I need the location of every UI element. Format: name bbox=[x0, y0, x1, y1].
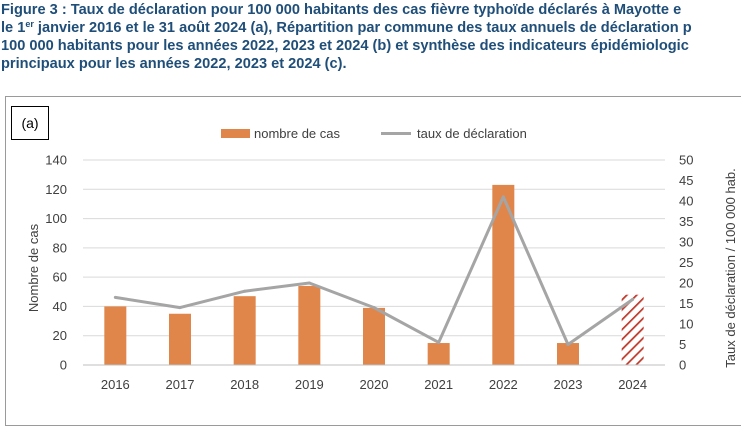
combo-chart: 0 20 40 60 80 100 120 140 0 5 10 15 20 25 30 35 40 45 50 20… bbox=[26, 153, 738, 393]
x-tick-label: 2024 bbox=[618, 377, 647, 392]
bar-2024-provisional bbox=[621, 294, 644, 365]
y2-tick-label: 10 bbox=[679, 317, 693, 332]
x-tick-label: 2019 bbox=[295, 377, 324, 392]
rate-point-2017 bbox=[178, 306, 182, 310]
x-tick-label: 2021 bbox=[424, 377, 453, 392]
bar-2021 bbox=[427, 343, 450, 365]
rate-point-2019 bbox=[307, 281, 311, 285]
caption-line-2-sup: er bbox=[25, 19, 34, 29]
y2-tick-label: 50 bbox=[679, 153, 693, 168]
y2-tick-label: 20 bbox=[679, 276, 693, 291]
y-tick-label: 20 bbox=[53, 328, 67, 343]
x-tick-label: 2017 bbox=[166, 377, 195, 392]
legend-line-label: taux de déclaration bbox=[417, 126, 527, 141]
y2-tick-label: 5 bbox=[679, 337, 686, 352]
y-tick-label: 80 bbox=[53, 240, 67, 255]
bars bbox=[104, 184, 644, 365]
rate-point-2016 bbox=[113, 295, 117, 299]
bar-2017 bbox=[169, 313, 191, 365]
caption-line-1: Figure 3 : Taux de déclaration pour 100 … bbox=[1, 2, 682, 18]
y-tick-label: 140 bbox=[45, 153, 67, 168]
caption-line-2-rest: janvier 2016 et le 31 août 2024 (a), Rép… bbox=[33, 20, 692, 36]
y2-tick-label: 15 bbox=[679, 296, 693, 311]
bar-2023 bbox=[557, 343, 579, 365]
x-tick-label: 2016 bbox=[101, 377, 130, 392]
legend-line-swatch bbox=[381, 132, 411, 135]
legend-bar-label: nombre de cas bbox=[254, 126, 340, 141]
figure-caption: Figure 3 : Taux de déclaration pour 100 … bbox=[0, 0, 741, 96]
panel-label: (a) bbox=[11, 106, 49, 140]
x-tick-label: 2020 bbox=[360, 377, 389, 392]
y2-tick-label: 25 bbox=[679, 255, 693, 270]
caption-line-4: principaux pour les années 2022, 2023 et… bbox=[1, 56, 347, 72]
y2-tick-label: 30 bbox=[679, 235, 693, 250]
x-tick-label: 2018 bbox=[230, 377, 259, 392]
y-tick-label: 60 bbox=[53, 270, 67, 285]
rate-point-2022 bbox=[501, 195, 505, 199]
y2-tick-label: 45 bbox=[679, 173, 693, 188]
caption-line-2: le 1er janvier 2016 et le 31 août 2024 (… bbox=[1, 19, 692, 37]
axes: 0 20 40 60 80 100 120 140 0 5 10 15 20 25 30 35 40 45 50 20… bbox=[45, 153, 693, 393]
rate-line-layer bbox=[113, 195, 635, 346]
bar-2020 bbox=[363, 307, 385, 365]
y2-axis-label: Taux de déclaration / 100 000 hab. bbox=[723, 168, 738, 367]
y2-tick-label: 35 bbox=[679, 214, 693, 229]
x-tick-label: 2023 bbox=[554, 377, 583, 392]
rate-point-2023 bbox=[566, 343, 570, 346]
bar-2022 bbox=[492, 184, 515, 365]
bar-2016 bbox=[104, 306, 127, 365]
rate-point-2020 bbox=[372, 306, 376, 310]
y-axis-label: Nombre de cas bbox=[26, 223, 41, 312]
rate-point-2024 bbox=[631, 297, 635, 301]
y-tick-label: 100 bbox=[45, 211, 67, 226]
legend-bar-swatch bbox=[221, 129, 250, 138]
bar-2018 bbox=[233, 296, 256, 365]
y-tick-label: 0 bbox=[60, 358, 67, 373]
y2-tick-label: 0 bbox=[679, 358, 686, 373]
caption-line-2-prefix: le 1 bbox=[1, 20, 26, 36]
bar-2019 bbox=[298, 285, 321, 365]
rate-point-2021 bbox=[437, 340, 441, 344]
y-tick-label: 120 bbox=[45, 182, 67, 197]
caption-line-3: 100 000 habitants pour les années 2022, … bbox=[1, 38, 689, 54]
y-tick-label: 40 bbox=[53, 299, 67, 314]
y2-tick-label: 40 bbox=[679, 194, 693, 209]
rate-point-2018 bbox=[243, 289, 247, 293]
x-tick-label: 2022 bbox=[489, 377, 518, 392]
